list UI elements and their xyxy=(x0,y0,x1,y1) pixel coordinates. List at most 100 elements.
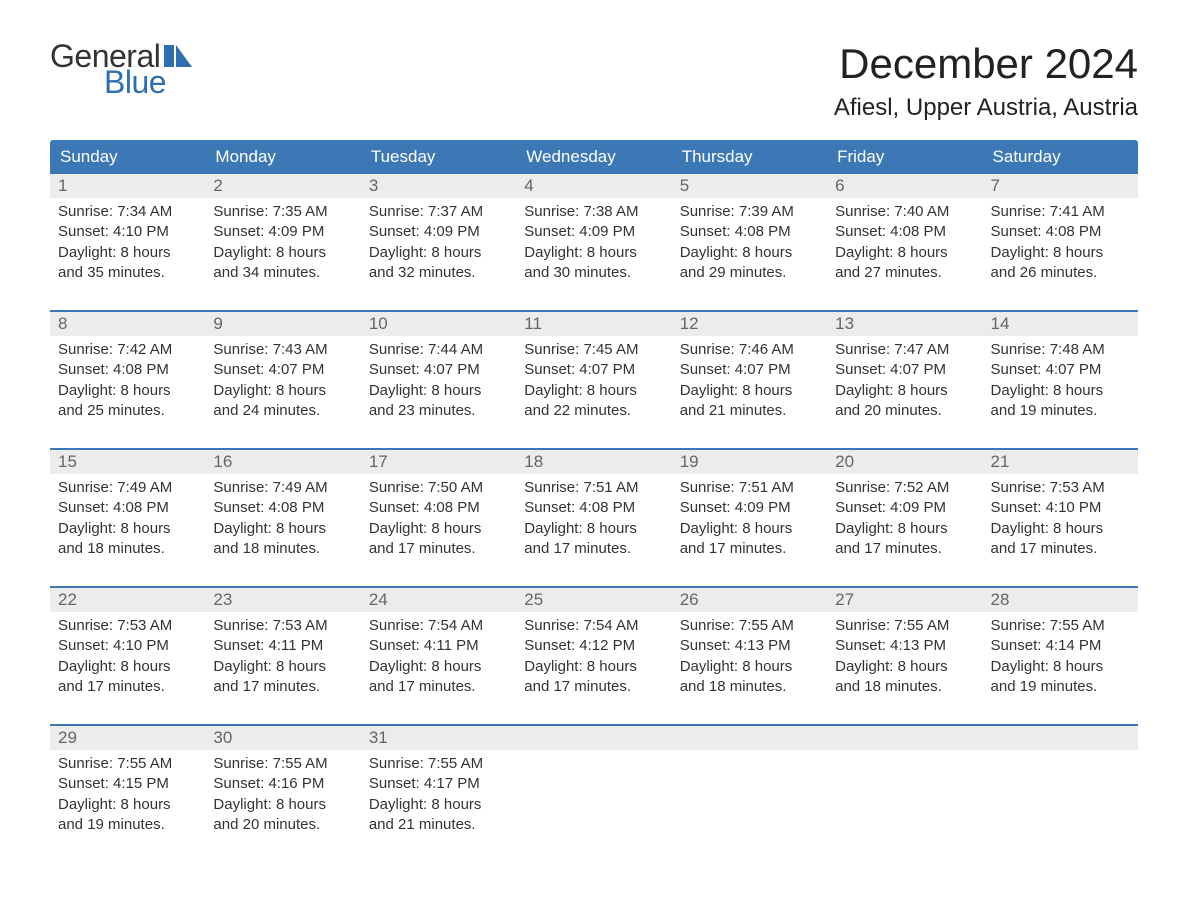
detail-line: Sunset: 4:13 PM xyxy=(835,636,974,656)
day-cell: 17Sunrise: 7:50 AMSunset: 4:08 PMDayligh… xyxy=(361,450,516,574)
detail-line: and 17 minutes. xyxy=(213,677,352,697)
detail-line: Sunrise: 7:55 AM xyxy=(213,754,352,774)
day-number: 16 xyxy=(205,450,360,474)
day-cell: 14Sunrise: 7:48 AMSunset: 4:07 PMDayligh… xyxy=(983,312,1138,436)
detail-line: Daylight: 8 hours xyxy=(369,381,508,401)
day-cell: 22Sunrise: 7:53 AMSunset: 4:10 PMDayligh… xyxy=(50,588,205,712)
detail-line: Daylight: 8 hours xyxy=(835,519,974,539)
day-detail: Sunrise: 7:55 AMSunset: 4:17 PMDaylight:… xyxy=(361,750,516,835)
day-detail: Sunrise: 7:44 AMSunset: 4:07 PMDaylight:… xyxy=(361,336,516,421)
detail-line: Sunset: 4:08 PM xyxy=(58,360,197,380)
day-cell: 29Sunrise: 7:55 AMSunset: 4:15 PMDayligh… xyxy=(50,726,205,850)
day-cell: 27Sunrise: 7:55 AMSunset: 4:13 PMDayligh… xyxy=(827,588,982,712)
day-detail: Sunrise: 7:55 AMSunset: 4:13 PMDaylight:… xyxy=(672,612,827,697)
detail-line: Daylight: 8 hours xyxy=(369,243,508,263)
day-detail: Sunrise: 7:54 AMSunset: 4:12 PMDaylight:… xyxy=(516,612,671,697)
detail-line: Daylight: 8 hours xyxy=(369,795,508,815)
detail-line: Sunrise: 7:46 AM xyxy=(680,340,819,360)
detail-line: Sunrise: 7:47 AM xyxy=(835,340,974,360)
day-cell: 15Sunrise: 7:49 AMSunset: 4:08 PMDayligh… xyxy=(50,450,205,574)
detail-line: Sunset: 4:08 PM xyxy=(835,222,974,242)
detail-line: Sunrise: 7:49 AM xyxy=(58,478,197,498)
day-cell: 11Sunrise: 7:45 AMSunset: 4:07 PMDayligh… xyxy=(516,312,671,436)
day-cell: 24Sunrise: 7:54 AMSunset: 4:11 PMDayligh… xyxy=(361,588,516,712)
day-detail: Sunrise: 7:52 AMSunset: 4:09 PMDaylight:… xyxy=(827,474,982,559)
empty-day xyxy=(516,726,671,750)
brand-flag-icon xyxy=(164,45,192,67)
empty-day xyxy=(672,726,827,750)
detail-line: Sunrise: 7:39 AM xyxy=(680,202,819,222)
detail-line: and 17 minutes. xyxy=(369,539,508,559)
calendar: Sunday Monday Tuesday Wednesday Thursday… xyxy=(50,140,1138,850)
day-cell: 20Sunrise: 7:52 AMSunset: 4:09 PMDayligh… xyxy=(827,450,982,574)
day-number: 4 xyxy=(516,174,671,198)
day-detail: Sunrise: 7:55 AMSunset: 4:13 PMDaylight:… xyxy=(827,612,982,697)
day-cell: 2Sunrise: 7:35 AMSunset: 4:09 PMDaylight… xyxy=(205,174,360,298)
detail-line: Daylight: 8 hours xyxy=(835,243,974,263)
detail-line: Daylight: 8 hours xyxy=(680,519,819,539)
detail-line: Daylight: 8 hours xyxy=(58,519,197,539)
day-cell: 4Sunrise: 7:38 AMSunset: 4:09 PMDaylight… xyxy=(516,174,671,298)
day-detail: Sunrise: 7:34 AMSunset: 4:10 PMDaylight:… xyxy=(50,198,205,283)
detail-line: Sunrise: 7:53 AM xyxy=(58,616,197,636)
page-header: General Blue December 2024 Afiesl, Upper… xyxy=(50,40,1138,122)
detail-line: Sunrise: 7:43 AM xyxy=(213,340,352,360)
detail-line: Daylight: 8 hours xyxy=(524,657,663,677)
day-number: 29 xyxy=(50,726,205,750)
day-number: 12 xyxy=(672,312,827,336)
day-detail: Sunrise: 7:49 AMSunset: 4:08 PMDaylight:… xyxy=(205,474,360,559)
month-title: December 2024 xyxy=(834,40,1138,88)
day-cell: 31Sunrise: 7:55 AMSunset: 4:17 PMDayligh… xyxy=(361,726,516,850)
detail-line: Sunset: 4:07 PM xyxy=(524,360,663,380)
day-detail: Sunrise: 7:43 AMSunset: 4:07 PMDaylight:… xyxy=(205,336,360,421)
detail-line: Sunset: 4:10 PM xyxy=(991,498,1130,518)
day-detail: Sunrise: 7:51 AMSunset: 4:08 PMDaylight:… xyxy=(516,474,671,559)
day-detail: Sunrise: 7:49 AMSunset: 4:08 PMDaylight:… xyxy=(50,474,205,559)
detail-line: Sunrise: 7:49 AM xyxy=(213,478,352,498)
detail-line: Daylight: 8 hours xyxy=(991,519,1130,539)
day-number: 6 xyxy=(827,174,982,198)
day-number: 18 xyxy=(516,450,671,474)
detail-line: Sunset: 4:11 PM xyxy=(369,636,508,656)
detail-line: Daylight: 8 hours xyxy=(58,795,197,815)
detail-line: Daylight: 8 hours xyxy=(524,381,663,401)
day-cell: 23Sunrise: 7:53 AMSunset: 4:11 PMDayligh… xyxy=(205,588,360,712)
detail-line: Sunset: 4:07 PM xyxy=(213,360,352,380)
day-cell xyxy=(516,726,671,850)
day-number: 14 xyxy=(983,312,1138,336)
detail-line: Sunset: 4:13 PM xyxy=(680,636,819,656)
detail-line: Sunrise: 7:55 AM xyxy=(835,616,974,636)
detail-line: Sunset: 4:15 PM xyxy=(58,774,197,794)
weekday-header: Tuesday xyxy=(361,140,516,174)
detail-line: and 34 minutes. xyxy=(213,263,352,283)
detail-line: Sunrise: 7:50 AM xyxy=(369,478,508,498)
day-detail: Sunrise: 7:48 AMSunset: 4:07 PMDaylight:… xyxy=(983,336,1138,421)
detail-line: Daylight: 8 hours xyxy=(991,243,1130,263)
day-detail: Sunrise: 7:55 AMSunset: 4:15 PMDaylight:… xyxy=(50,750,205,835)
weekday-header: Sunday xyxy=(50,140,205,174)
day-detail: Sunrise: 7:38 AMSunset: 4:09 PMDaylight:… xyxy=(516,198,671,283)
day-cell xyxy=(983,726,1138,850)
detail-line: Sunset: 4:08 PM xyxy=(680,222,819,242)
detail-line: Daylight: 8 hours xyxy=(524,519,663,539)
detail-line: Sunrise: 7:40 AM xyxy=(835,202,974,222)
day-number: 3 xyxy=(361,174,516,198)
detail-line: Sunset: 4:07 PM xyxy=(680,360,819,380)
weeks-container: 1Sunrise: 7:34 AMSunset: 4:10 PMDaylight… xyxy=(50,174,1138,850)
day-detail: Sunrise: 7:51 AMSunset: 4:09 PMDaylight:… xyxy=(672,474,827,559)
day-cell: 9Sunrise: 7:43 AMSunset: 4:07 PMDaylight… xyxy=(205,312,360,436)
detail-line: Daylight: 8 hours xyxy=(213,519,352,539)
detail-line: Sunrise: 7:55 AM xyxy=(58,754,197,774)
detail-line: and 17 minutes. xyxy=(369,677,508,697)
detail-line: and 25 minutes. xyxy=(58,401,197,421)
detail-line: and 17 minutes. xyxy=(680,539,819,559)
detail-line: and 24 minutes. xyxy=(213,401,352,421)
detail-line: and 20 minutes. xyxy=(835,401,974,421)
detail-line: and 22 minutes. xyxy=(524,401,663,421)
detail-line: Sunset: 4:16 PM xyxy=(213,774,352,794)
detail-line: Sunrise: 7:42 AM xyxy=(58,340,197,360)
day-detail: Sunrise: 7:40 AMSunset: 4:08 PMDaylight:… xyxy=(827,198,982,283)
detail-line: and 26 minutes. xyxy=(991,263,1130,283)
detail-line: and 27 minutes. xyxy=(835,263,974,283)
detail-line: Daylight: 8 hours xyxy=(991,657,1130,677)
